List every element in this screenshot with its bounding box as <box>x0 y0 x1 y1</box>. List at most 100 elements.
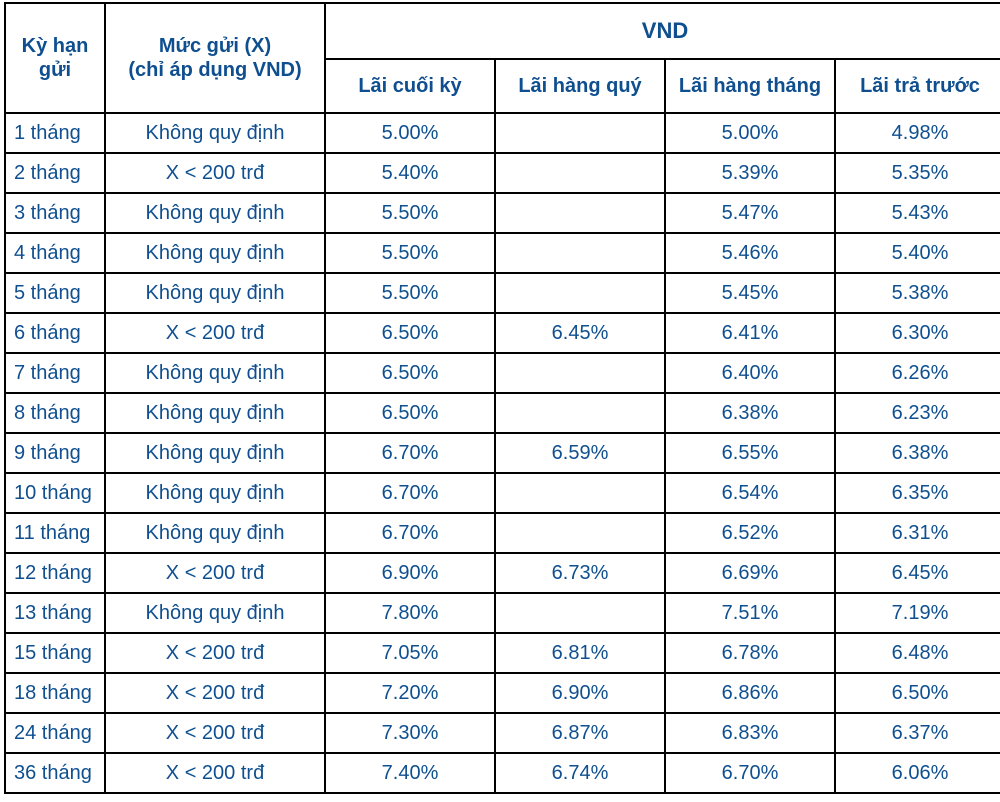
cell-tra-truoc: 7.19% <box>835 593 1000 633</box>
cell-level: Không quy định <box>105 593 325 633</box>
cell-level: Không quy định <box>105 433 325 473</box>
cell-term: 2 tháng <box>5 153 105 193</box>
cell-cuoi-ky: 6.70% <box>325 433 495 473</box>
cell-hang-quy: 6.74% <box>495 753 665 793</box>
cell-cuoi-ky: 6.50% <box>325 353 495 393</box>
cell-term: 3 tháng <box>5 193 105 233</box>
cell-level: Không quy định <box>105 113 325 153</box>
cell-tra-truoc: 6.48% <box>835 633 1000 673</box>
cell-level: Không quy định <box>105 393 325 433</box>
header-vnd: VND <box>325 3 1000 59</box>
table-row: 6 thángX < 200 trđ6.50%6.45%6.41%6.30% <box>5 313 1000 353</box>
cell-hang-quy <box>495 473 665 513</box>
cell-tra-truoc: 6.06% <box>835 753 1000 793</box>
cell-hang-quy <box>495 153 665 193</box>
cell-tra-truoc: 6.50% <box>835 673 1000 713</box>
cell-hang-quy <box>495 193 665 233</box>
cell-cuoi-ky: 5.00% <box>325 113 495 153</box>
cell-hang-thang: 5.47% <box>665 193 835 233</box>
cell-hang-thang: 5.45% <box>665 273 835 313</box>
cell-hang-quy: 6.81% <box>495 633 665 673</box>
table-header: Kỳ hạn gửi Mức gửi (X)(chỉ áp dụng VND) … <box>5 3 1000 113</box>
cell-cuoi-ky: 5.50% <box>325 233 495 273</box>
cell-tra-truoc: 6.31% <box>835 513 1000 553</box>
cell-tra-truoc: 6.30% <box>835 313 1000 353</box>
cell-tra-truoc: 6.35% <box>835 473 1000 513</box>
cell-hang-quy: 6.59% <box>495 433 665 473</box>
cell-tra-truoc: 5.40% <box>835 233 1000 273</box>
cell-cuoi-ky: 7.40% <box>325 753 495 793</box>
cell-hang-quy <box>495 233 665 273</box>
cell-level: Không quy định <box>105 233 325 273</box>
header-level: Mức gửi (X)(chỉ áp dụng VND) <box>105 3 325 113</box>
cell-hang-thang: 6.78% <box>665 633 835 673</box>
cell-level: X < 200 trđ <box>105 153 325 193</box>
cell-tra-truoc: 6.23% <box>835 393 1000 433</box>
cell-level: X < 200 trđ <box>105 673 325 713</box>
cell-hang-thang: 5.39% <box>665 153 835 193</box>
cell-level: X < 200 trđ <box>105 713 325 753</box>
cell-cuoi-ky: 6.70% <box>325 513 495 553</box>
cell-hang-thang: 6.86% <box>665 673 835 713</box>
table-row: 3 thángKhông quy định5.50% 5.47%5.43% <box>5 193 1000 233</box>
cell-hang-quy <box>495 393 665 433</box>
cell-hang-thang: 6.69% <box>665 553 835 593</box>
cell-hang-thang: 6.38% <box>665 393 835 433</box>
table-row: 2 thángX < 200 trđ5.40% 5.39%5.35% <box>5 153 1000 193</box>
cell-cuoi-ky: 7.30% <box>325 713 495 753</box>
cell-tra-truoc: 5.38% <box>835 273 1000 313</box>
table-row: 8 thángKhông quy định6.50% 6.38%6.23% <box>5 393 1000 433</box>
cell-term: 8 tháng <box>5 393 105 433</box>
cell-hang-thang: 7.51% <box>665 593 835 633</box>
cell-hang-thang: 5.46% <box>665 233 835 273</box>
cell-hang-quy <box>495 513 665 553</box>
cell-term: 4 tháng <box>5 233 105 273</box>
cell-hang-thang: 6.55% <box>665 433 835 473</box>
interest-rate-table: Kỳ hạn gửi Mức gửi (X)(chỉ áp dụng VND) … <box>4 2 1000 794</box>
cell-hang-quy: 6.73% <box>495 553 665 593</box>
cell-level: X < 200 trđ <box>105 633 325 673</box>
cell-cuoi-ky: 6.50% <box>325 393 495 433</box>
cell-hang-thang: 6.52% <box>665 513 835 553</box>
cell-level: Không quy định <box>105 473 325 513</box>
cell-term: 13 tháng <box>5 593 105 633</box>
cell-cuoi-ky: 5.40% <box>325 153 495 193</box>
cell-hang-quy: 6.45% <box>495 313 665 353</box>
cell-tra-truoc: 5.35% <box>835 153 1000 193</box>
cell-term: 5 tháng <box>5 273 105 313</box>
cell-hang-thang: 6.40% <box>665 353 835 393</box>
cell-cuoi-ky: 5.50% <box>325 193 495 233</box>
cell-level: X < 200 trđ <box>105 753 325 793</box>
cell-term: 15 tháng <box>5 633 105 673</box>
cell-term: 6 tháng <box>5 313 105 353</box>
cell-hang-quy <box>495 113 665 153</box>
cell-term: 36 tháng <box>5 753 105 793</box>
table-row: 11 thángKhông quy định6.70% 6.52%6.31% <box>5 513 1000 553</box>
table-row: 12 thángX < 200 trđ6.90%6.73%6.69%6.45% <box>5 553 1000 593</box>
cell-hang-quy <box>495 593 665 633</box>
cell-cuoi-ky: 7.80% <box>325 593 495 633</box>
cell-tra-truoc: 6.37% <box>835 713 1000 753</box>
cell-hang-thang: 6.41% <box>665 313 835 353</box>
cell-cuoi-ky: 6.50% <box>325 313 495 353</box>
cell-hang-quy <box>495 273 665 313</box>
table-row: 7 thángKhông quy định6.50%6.40%6.26% <box>5 353 1000 393</box>
table-row: 15 thángX < 200 trđ7.05%6.81%6.78%6.48% <box>5 633 1000 673</box>
cell-level: Không quy định <box>105 513 325 553</box>
cell-tra-truoc: 6.45% <box>835 553 1000 593</box>
cell-level: Không quy định <box>105 193 325 233</box>
table-row: 10 thángKhông quy định6.70%6.54%6.35% <box>5 473 1000 513</box>
cell-hang-thang: 5.00% <box>665 113 835 153</box>
cell-term: 18 tháng <box>5 673 105 713</box>
cell-term: 11 tháng <box>5 513 105 553</box>
header-hang-thang: Lãi hàng tháng <box>665 59 835 113</box>
header-tra-truoc: Lãi trả trước <box>835 59 1000 113</box>
cell-tra-truoc: 6.38% <box>835 433 1000 473</box>
table-row: 36 thángX < 200 trđ7.40%6.74%6.70%6.06% <box>5 753 1000 793</box>
header-cuoi-ky: Lãi cuối kỳ <box>325 59 495 113</box>
cell-tra-truoc: 5.43% <box>835 193 1000 233</box>
cell-level: X < 200 trđ <box>105 553 325 593</box>
cell-term: 7 tháng <box>5 353 105 393</box>
cell-term: 10 tháng <box>5 473 105 513</box>
table-row: 9 thángKhông quy định6.70%6.59%6.55%6.38… <box>5 433 1000 473</box>
